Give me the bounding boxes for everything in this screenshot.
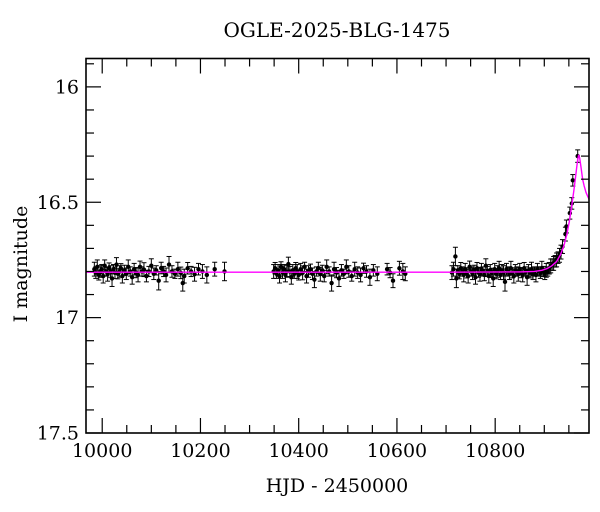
y-tick-labels: 16 16.5 17 17.5 <box>37 76 79 444</box>
axis-ticks <box>86 58 589 434</box>
plot-frame <box>85 57 590 434</box>
x-tick-label: 10000 <box>72 440 132 462</box>
y-tick-label: 17.5 <box>37 423 79 445</box>
x-axis-label: HJD - 2450000 <box>266 475 409 497</box>
x-tick-label: 10200 <box>170 440 230 462</box>
y-tick-label: 16 <box>55 76 79 98</box>
y-tick-label: 17 <box>55 307 79 329</box>
model-curve <box>86 154 590 273</box>
x-tick-label: 10800 <box>465 440 525 462</box>
plot-title: OGLE-2025-BLG-1475 <box>223 18 450 42</box>
y-tick-label: 16.5 <box>37 192 79 214</box>
data-points-group <box>91 149 581 292</box>
x-tick-label: 10400 <box>268 440 328 462</box>
x-tick-labels: 10000 10200 10400 10600 10800 <box>72 440 525 462</box>
y-axis-label: I magnitude <box>10 206 32 323</box>
x-tick-label: 10600 <box>367 440 427 462</box>
